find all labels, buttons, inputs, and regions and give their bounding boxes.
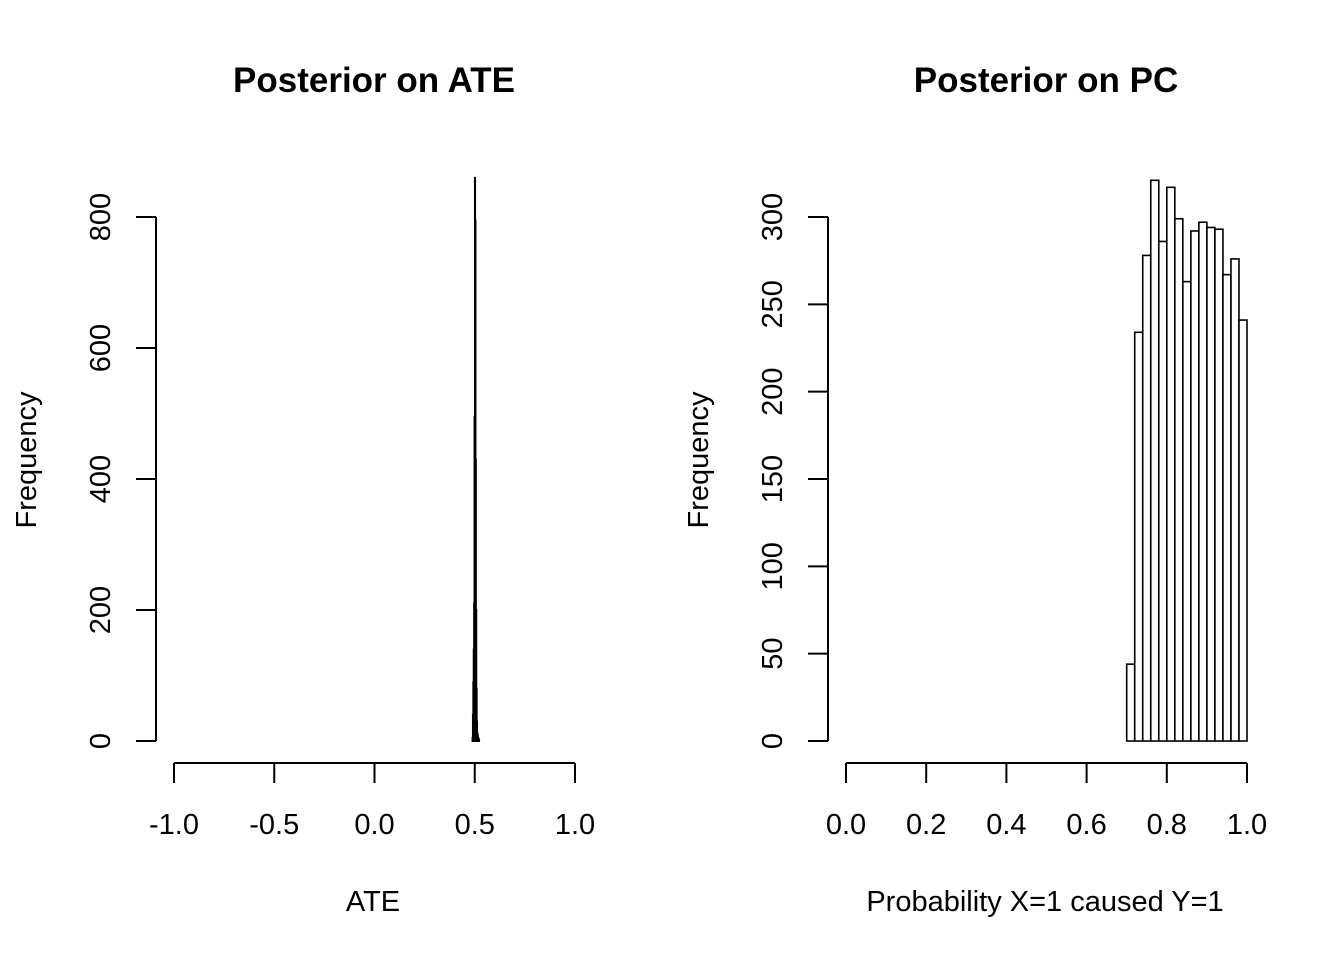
ate-x-axis: -1.0 -0.5 0.0 0.5 1.0 — [149, 762, 595, 841]
pc-histogram-bar — [1238, 319, 1248, 742]
pc-histogram-bar — [1198, 221, 1208, 742]
pc-histogram-bar — [1133, 331, 1144, 742]
ate-y-tick-label: 0 — [85, 733, 117, 749]
ate-y-tick-label: 400 — [85, 455, 117, 503]
ate-x-tick-label: -0.5 — [249, 809, 299, 841]
pc-y-axis-label: Frequency — [683, 391, 715, 529]
pc-y-tick-label: 250 — [757, 280, 789, 328]
pc-x-tick-label: 0.8 — [1147, 809, 1187, 841]
ate-histogram-bar — [477, 738, 481, 742]
pc-x-tick-label: 0.6 — [1066, 809, 1106, 841]
pc-x-tick-label: 1.0 — [1227, 809, 1267, 841]
pc-x-tick-label: 0.4 — [986, 809, 1026, 841]
pc-histogram-panel: Posterior on PC 0.0 0.2 0.4 0.6 0.8 1.0 0 50 10… — [683, 61, 1267, 918]
pc-histogram-bar — [1214, 228, 1224, 742]
pc-histogram-bar — [1206, 226, 1216, 742]
pc-x-tick-label: 0.0 — [826, 809, 866, 841]
ate-histogram-panel: Posterior on ATE -1.0 -0.5 0.0 0.5 1.0 0 200 4… — [11, 61, 595, 918]
pc-y-tick-label: 0 — [757, 733, 789, 749]
ate-x-tick-label: 1.0 — [555, 809, 595, 841]
pc-histogram-bar — [1149, 179, 1160, 742]
pc-y-tick-label: 300 — [757, 193, 789, 241]
ate-bars — [471, 176, 481, 742]
pc-x-axis-label: Probability X=1 caused Y=1 — [866, 886, 1223, 918]
pc-histogram-bar — [1190, 230, 1200, 742]
ate-y-tick-label: 200 — [85, 586, 117, 634]
pc-y-tick-label: 200 — [757, 367, 789, 415]
pc-x-tick-label: 0.2 — [906, 809, 946, 841]
pc-chart-title: Posterior on PC — [914, 61, 1178, 100]
pc-y-tick-label: 150 — [757, 455, 789, 503]
pc-y-tick-label: 50 — [757, 638, 789, 670]
pc-y-tick-label: 100 — [757, 542, 789, 590]
pc-histogram-bar — [1166, 186, 1176, 742]
ate-x-tick-label: -1.0 — [149, 809, 199, 841]
ate-y-axis-label: Frequency — [11, 391, 43, 529]
pc-y-axis: 0 50 100 150 200 250 300 — [757, 193, 829, 749]
pc-histogram-bar — [1182, 280, 1192, 742]
ate-x-axis-label: ATE — [346, 886, 400, 918]
pc-histogram-bar — [1141, 254, 1152, 742]
ate-x-tick-label: 0.5 — [455, 809, 495, 841]
ate-y-tick-label: 600 — [85, 324, 117, 372]
pc-histogram-bar — [1125, 663, 1136, 742]
ate-y-axis: 0 200 400 600 800 — [85, 193, 157, 749]
pc-histogram-bar — [1230, 258, 1240, 742]
pc-histogram-bar — [1222, 273, 1232, 742]
pc-bars — [1125, 179, 1248, 742]
pc-histogram-bar — [1174, 217, 1184, 742]
pc-x-axis: 0.0 0.2 0.4 0.6 0.8 1.0 — [826, 762, 1267, 841]
ate-x-tick-label: 0.0 — [354, 809, 394, 841]
ate-y-tick-label: 800 — [85, 193, 117, 241]
ate-chart-title: Posterior on ATE — [233, 61, 515, 100]
pc-histogram-bar — [1157, 240, 1168, 742]
